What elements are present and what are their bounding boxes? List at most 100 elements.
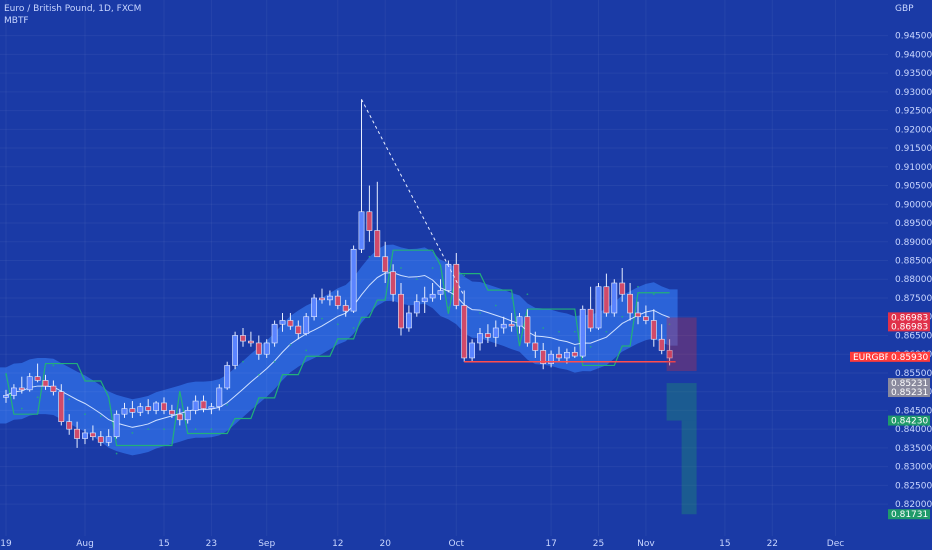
candle-body-up [3, 395, 9, 398]
x-tick-label: 15 [719, 539, 730, 549]
signal-dot [52, 364, 55, 367]
candle-body-down [42, 380, 49, 387]
candle [153, 401, 159, 415]
candle-body-down [642, 316, 649, 321]
candle-body-up [271, 323, 278, 344]
candle-body-down [619, 282, 626, 295]
candle-body-down [524, 316, 531, 344]
price-tag-bg [888, 378, 930, 389]
candle [398, 282, 404, 336]
candle [334, 290, 341, 310]
y-tick-label: 0.92500 [895, 107, 932, 117]
candle-body-down [390, 271, 396, 295]
signal-dot [115, 452, 118, 455]
candle [137, 402, 144, 417]
candle [169, 404, 175, 418]
candle-body-up [224, 365, 231, 389]
candle-body-down [603, 286, 610, 314]
chart-symbol-title: Euro / British Pound, 1D, FXCM [4, 4, 142, 14]
price-tag-bg [888, 351, 930, 362]
price-tag-bg [888, 509, 930, 520]
candle [50, 380, 57, 396]
y-tick-label: 0.88000 [895, 275, 932, 285]
candle [603, 273, 610, 317]
price-tag: 0.81731 [888, 509, 930, 520]
candle [595, 282, 602, 330]
candle-body-up [516, 316, 523, 327]
signal-dot [84, 413, 86, 416]
candle-body-up [26, 376, 33, 391]
signal-dot [573, 330, 576, 333]
candle [303, 312, 310, 336]
candle [184, 406, 191, 424]
candle-body-up [105, 436, 112, 443]
candle [255, 335, 262, 360]
candle [232, 331, 238, 370]
price-tag: 0.85231 [888, 387, 930, 398]
candle-body-down [461, 305, 468, 359]
y-tick-label: 0.93000 [895, 88, 932, 98]
price-tag-label: 0.86983 [891, 313, 928, 323]
candle [650, 309, 657, 347]
candle [390, 264, 396, 302]
candle [350, 245, 357, 313]
candle [642, 305, 649, 325]
candle [287, 312, 294, 330]
candle-body-up [153, 402, 159, 411]
candle-body-down [176, 413, 183, 421]
volatility-band [0, 244, 678, 456]
signal-dot [558, 330, 560, 333]
candle [548, 350, 554, 368]
candle-body-down [484, 333, 491, 338]
y-tick-label: 0.88500 [895, 257, 932, 267]
candle [121, 402, 128, 418]
symbol-tag-bg [850, 351, 888, 362]
signal-dot [163, 428, 165, 431]
x-tick-label: Aug [76, 539, 94, 549]
candle [469, 339, 475, 362]
y-tick-label: 0.91000 [895, 163, 932, 173]
candle-body-down [74, 428, 80, 439]
x-tick-label: 23 [206, 539, 217, 549]
y-tick-label: 0.93500 [895, 69, 932, 79]
trail-path [5, 249, 670, 447]
candle-body-up [311, 297, 317, 318]
y-tick-label: 0.90500 [895, 182, 932, 192]
candle [82, 429, 88, 445]
candle [129, 401, 136, 418]
price-tag-bg [888, 415, 930, 426]
signal-dot [131, 432, 134, 434]
candle-body-up [358, 211, 365, 250]
candle-body-up [121, 408, 128, 415]
signal-dot [147, 428, 150, 431]
indicator-label: MBTF [4, 16, 29, 26]
candle [579, 305, 586, 358]
y-tick-label: 0.90000 [895, 200, 932, 210]
y-tick-label: 0.82500 [895, 481, 932, 491]
candle [26, 372, 33, 392]
signal-dot [273, 360, 276, 363]
symbol-tag-label: EURGBP [853, 353, 891, 363]
price-tag: 0.84230 [888, 415, 930, 427]
candle-body-down [34, 376, 41, 381]
candle [42, 374, 49, 390]
candle-body-up [216, 387, 223, 407]
signal-dot [321, 317, 323, 320]
candle [66, 414, 73, 435]
candle [358, 99, 365, 254]
signal-dot [368, 255, 371, 258]
candle-body-down [366, 211, 373, 231]
candle [319, 288, 325, 304]
signal-dot [526, 293, 529, 296]
candle-body-up [263, 342, 270, 355]
candle-body-up [437, 290, 444, 295]
candle-body-down [240, 335, 246, 342]
candle-body-down [571, 352, 578, 357]
signal-dot [463, 274, 466, 277]
candle [11, 384, 17, 400]
candle-body-down [635, 312, 641, 318]
candle-body-up [192, 400, 199, 411]
signal-dot [226, 403, 229, 406]
price-tag-label: 0.81731 [891, 510, 928, 520]
